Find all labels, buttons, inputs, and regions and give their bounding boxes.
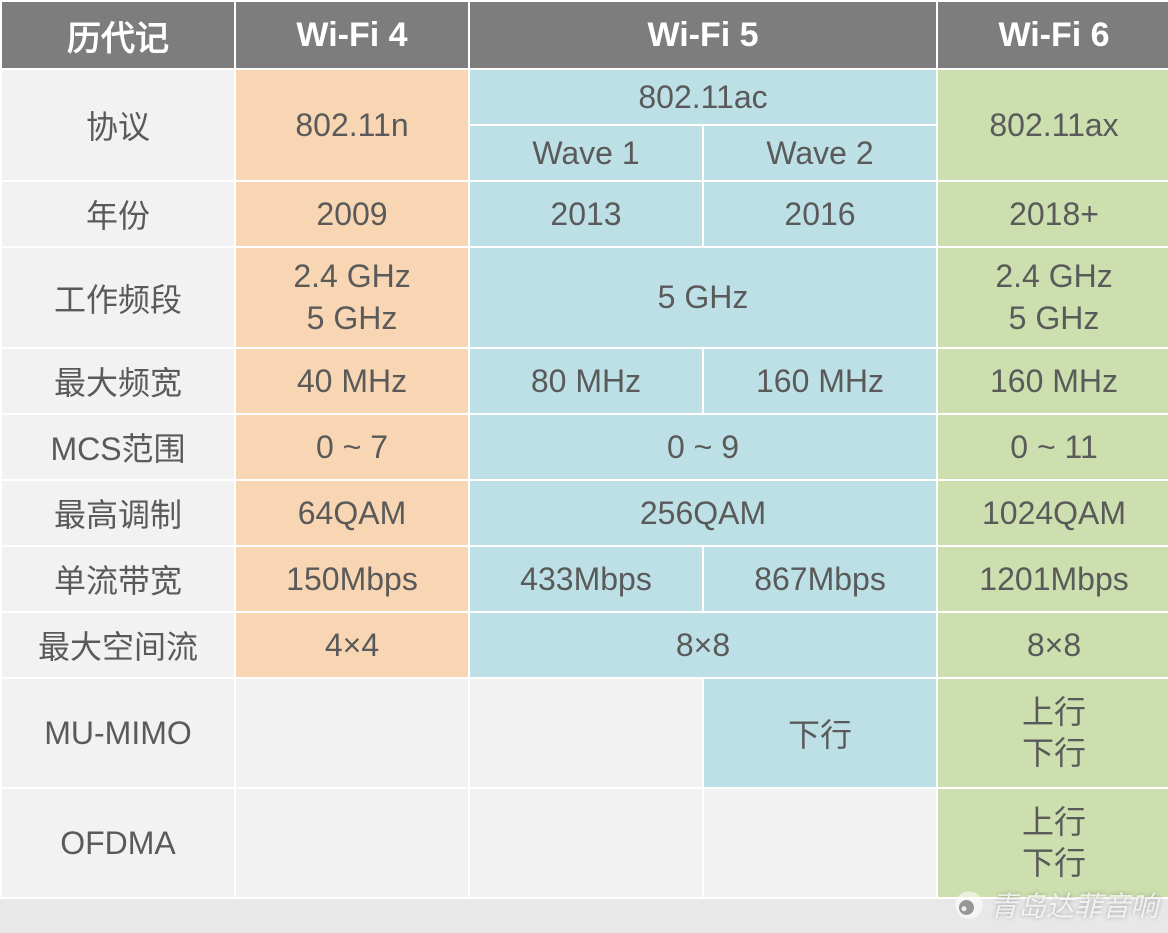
band-wifi4-l1: 2.4 GHz [240,256,464,298]
header-history: 历代记 [1,1,235,69]
cell-proto-wifi5: 802.11ac [469,69,937,125]
label-band: 工作频段 [1,247,235,348]
label-spatial: 最大空间流 [1,612,235,678]
cell-mod-wifi4: 64QAM [235,480,469,546]
header-row: 历代记 Wi-Fi 4 Wi-Fi 5 Wi-Fi 6 [1,1,1168,69]
cell-year-wifi4: 2009 [235,181,469,247]
mumimo-wifi6-l1: 上行 [942,692,1166,734]
band-wifi6-l2: 5 GHz [942,298,1166,340]
cell-mcs-wifi5: 0 ~ 9 [469,414,937,480]
row-maxbw: 最大频宽 40 MHz 80 MHz 160 MHz 160 MHz [1,348,1168,414]
row-ofdma: OFDMA 上行 下行 [1,788,1168,898]
row-band: 工作频段 2.4 GHz 5 GHz 5 GHz 2.4 GHz 5 GHz [1,247,1168,348]
cell-year-w1: 2013 [469,181,703,247]
cell-stream-w2: 867Mbps [703,546,937,612]
cell-mumimo-w1 [469,678,703,788]
cell-year-w2: 2016 [703,181,937,247]
cell-proto-wifi4: 802.11n [235,69,469,181]
row-mcs: MCS范围 0 ~ 7 0 ~ 9 0 ~ 11 [1,414,1168,480]
cell-band-wifi6: 2.4 GHz 5 GHz [937,247,1168,348]
cell-band-wifi4: 2.4 GHz 5 GHz [235,247,469,348]
cell-maxbw-wifi4: 40 MHz [235,348,469,414]
cell-maxbw-wifi6: 160 MHz [937,348,1168,414]
header-wifi6: Wi-Fi 6 [937,1,1168,69]
band-wifi4-l2: 5 GHz [240,298,464,340]
cell-proto-wifi6: 802.11ax [937,69,1168,181]
cell-band-wifi5: 5 GHz [469,247,937,348]
label-protocol: 协议 [1,69,235,181]
cell-mcs-wifi6: 0 ~ 11 [937,414,1168,480]
wifi-comparison-table: 历代记 Wi-Fi 4 Wi-Fi 5 Wi-Fi 6 协议 802.11n 8… [0,0,1168,899]
cell-spatial-wifi4: 4×4 [235,612,469,678]
cell-proto-wave2: Wave 2 [703,125,937,181]
label-mumimo: MU-MIMO [1,678,235,788]
label-mcs: MCS范围 [1,414,235,480]
watermark-text: 青岛达菲音响 [990,885,1158,925]
cell-mumimo-wifi4 [235,678,469,788]
label-year: 年份 [1,181,235,247]
watermark: 青岛达菲音响 [954,885,1158,925]
header-wifi5: Wi-Fi 5 [469,1,937,69]
band-wifi6-l1: 2.4 GHz [942,256,1166,298]
cell-ofdma-wifi6: 上行 下行 [937,788,1168,898]
row-spatial: 最大空间流 4×4 8×8 8×8 [1,612,1168,678]
cell-stream-wifi6: 1201Mbps [937,546,1168,612]
cell-mumimo-w2: 下行 [703,678,937,788]
row-stream: 单流带宽 150Mbps 433Mbps 867Mbps 1201Mbps [1,546,1168,612]
cell-mcs-wifi4: 0 ~ 7 [235,414,469,480]
ofdma-wifi6-l2: 下行 [942,843,1166,885]
row-mod: 最高调制 64QAM 256QAM 1024QAM [1,480,1168,546]
cell-maxbw-w1: 80 MHz [469,348,703,414]
cell-mod-wifi6: 1024QAM [937,480,1168,546]
label-maxbw: 最大频宽 [1,348,235,414]
cell-maxbw-w2: 160 MHz [703,348,937,414]
cell-ofdma-wifi4 [235,788,469,898]
cell-mod-wifi5: 256QAM [469,480,937,546]
cell-spatial-wifi6: 8×8 [937,612,1168,678]
cell-spatial-wifi5: 8×8 [469,612,937,678]
cell-stream-w1: 433Mbps [469,546,703,612]
cell-year-wifi6: 2018+ [937,181,1168,247]
cell-stream-wifi4: 150Mbps [235,546,469,612]
label-ofdma: OFDMA [1,788,235,898]
row-year: 年份 2009 2013 2016 2018+ [1,181,1168,247]
header-wifi4: Wi-Fi 4 [235,1,469,69]
row-mumimo: MU-MIMO 下行 上行 下行 [1,678,1168,788]
cell-proto-wave1: Wave 1 [469,125,703,181]
ofdma-wifi6-l1: 上行 [942,802,1166,844]
weibo-icon [954,890,984,920]
mumimo-wifi6-l2: 下行 [942,733,1166,775]
label-stream: 单流带宽 [1,546,235,612]
label-mod: 最高调制 [1,480,235,546]
row-protocol-1: 协议 802.11n 802.11ac 802.11ax [1,69,1168,125]
cell-ofdma-w1 [469,788,703,898]
cell-mumimo-wifi6: 上行 下行 [937,678,1168,788]
cell-ofdma-w2 [703,788,937,898]
